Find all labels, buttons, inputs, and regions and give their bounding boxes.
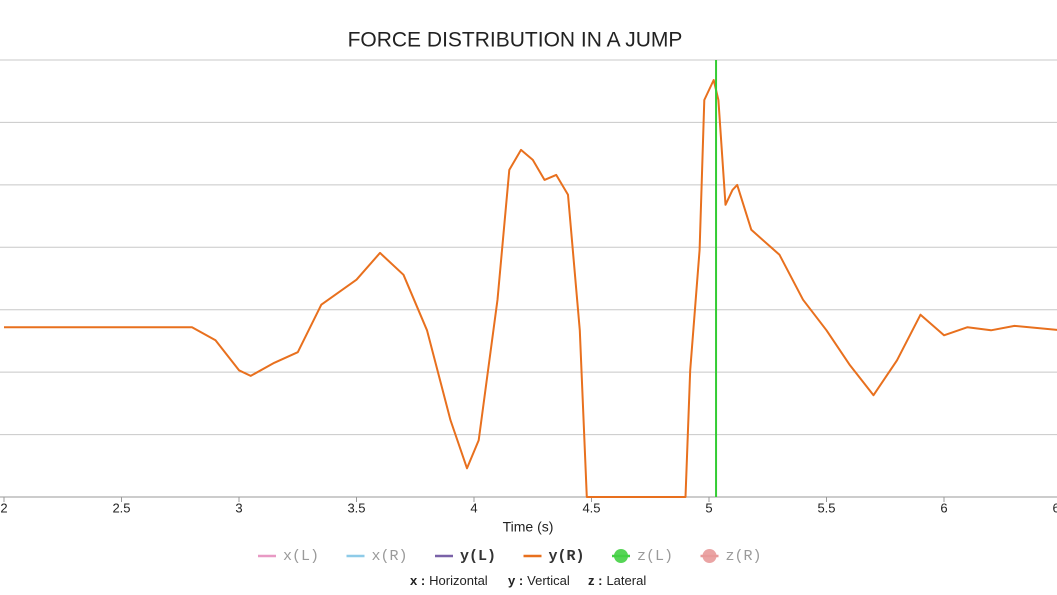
x-tick-label: 5.5: [817, 500, 835, 515]
x-tick-label: 6: [940, 500, 947, 515]
x-tick-label: 2.5: [112, 500, 130, 515]
legend-item[interactable]: y(R): [523, 548, 585, 565]
x-tick-label: 4: [470, 500, 477, 515]
legend-label: x(L): [283, 548, 319, 565]
legend-label: z(R): [726, 548, 762, 565]
legend-marker: [614, 549, 628, 563]
legend-label: z(L): [637, 548, 673, 565]
legend-item[interactable]: y(L): [435, 548, 496, 565]
legend-item[interactable]: z(L): [612, 548, 673, 565]
note: x : Horizontal: [410, 573, 488, 588]
legend-marker: [702, 549, 717, 563]
x-tick-label: 5: [705, 500, 712, 515]
note-label: Lateral: [606, 573, 646, 588]
note-label: Horizontal: [429, 573, 488, 588]
legend-item[interactable]: x(R): [346, 548, 408, 565]
x-tick-label: 2: [0, 500, 7, 515]
legend-label: y(L): [460, 548, 496, 565]
x-tick-label: 4.5: [582, 500, 600, 515]
legend-label: x(R): [372, 548, 408, 565]
chart-title: FORCE DISTRIBUTION IN A JUMP: [348, 29, 683, 52]
x-tick-label: 3.5: [347, 500, 365, 515]
x-tick-label: 6.5: [1052, 500, 1057, 515]
note-key: x :: [410, 573, 425, 588]
note-label: Vertical: [527, 573, 570, 588]
note: y : Vertical: [508, 573, 570, 588]
legend-item[interactable]: x(L): [258, 548, 319, 565]
legend-label: y(R): [549, 548, 585, 565]
note-key: y :: [508, 573, 523, 588]
legend-item[interactable]: z(R): [700, 548, 762, 565]
series-line: [4, 79, 1057, 498]
note-key: z :: [588, 573, 602, 588]
x-tick-label: 3: [235, 500, 242, 515]
x-axis-label: Time (s): [503, 519, 554, 535]
note: z : Lateral: [588, 573, 646, 588]
